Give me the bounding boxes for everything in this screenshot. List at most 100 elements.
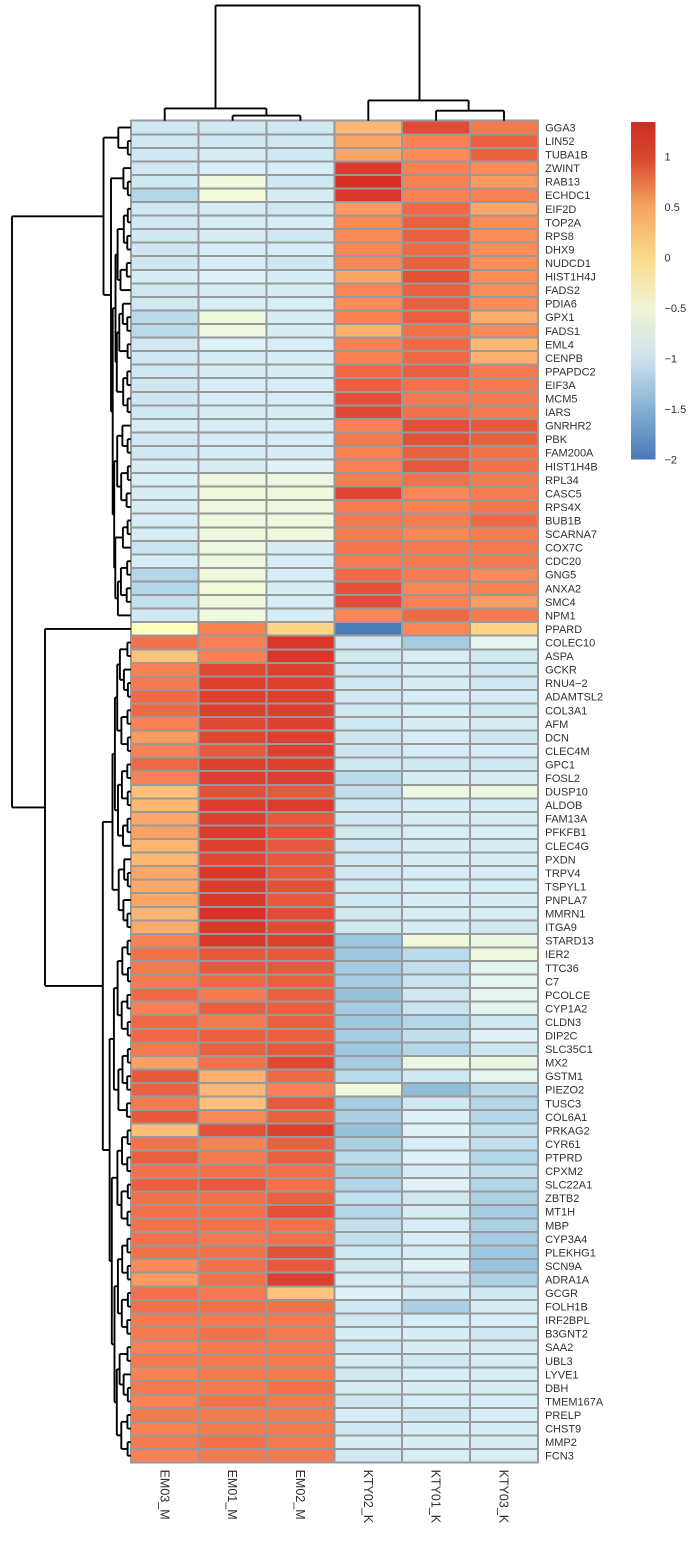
svg-text:ECHDC1: ECHDC1 (545, 190, 590, 202)
svg-text:PXDN: PXDN (545, 854, 576, 866)
svg-text:ANXA2: ANXA2 (545, 583, 581, 595)
svg-text:FOLH1B: FOLH1B (545, 1302, 588, 1314)
svg-text:−0.5: −0.5 (665, 303, 687, 315)
svg-text:GCKR: GCKR (545, 665, 577, 677)
svg-text:FAM13A: FAM13A (545, 814, 588, 826)
svg-text:STARD13: STARD13 (545, 936, 594, 948)
svg-text:EM01_M: EM01_M (225, 1470, 239, 1520)
svg-text:HIST1H4J: HIST1H4J (545, 272, 596, 284)
svg-text:FAM200A: FAM200A (545, 448, 594, 460)
svg-text:GNRHR2: GNRHR2 (545, 421, 591, 433)
svg-text:DUSP10: DUSP10 (545, 787, 588, 799)
svg-text:RAB13: RAB13 (545, 177, 580, 189)
svg-text:FCN3: FCN3 (545, 1451, 574, 1463)
svg-text:PRELP: PRELP (545, 1410, 581, 1422)
svg-text:COLEC10: COLEC10 (545, 638, 595, 650)
svg-text:TUSC3: TUSC3 (545, 1098, 581, 1110)
svg-text:DBH: DBH (545, 1383, 568, 1395)
svg-text:CLDN3: CLDN3 (545, 1017, 581, 1029)
svg-text:CYP1A2: CYP1A2 (545, 1003, 587, 1015)
svg-text:SAA2: SAA2 (545, 1342, 573, 1354)
svg-text:PTPRD: PTPRD (545, 1153, 582, 1165)
svg-text:ALDOB: ALDOB (545, 800, 582, 812)
svg-text:MT1H: MT1H (545, 1207, 575, 1219)
svg-text:IER2: IER2 (545, 949, 569, 961)
svg-text:MBP: MBP (545, 1220, 569, 1232)
svg-text:PIEZO2: PIEZO2 (545, 1085, 584, 1097)
svg-text:PBK: PBK (545, 434, 568, 446)
svg-text:GPX1: GPX1 (545, 312, 574, 324)
svg-text:LIN52: LIN52 (545, 136, 574, 148)
svg-text:AFM: AFM (545, 719, 568, 731)
svg-text:DCN: DCN (545, 732, 569, 744)
svg-text:FOSL2: FOSL2 (545, 773, 580, 785)
svg-text:KTY02_K: KTY02_K (361, 1470, 375, 1524)
svg-text:ASPA: ASPA (545, 651, 574, 663)
svg-text:COL3A1: COL3A1 (545, 705, 587, 717)
svg-text:TSPYL1: TSPYL1 (545, 881, 586, 893)
svg-text:GPC1: GPC1 (545, 760, 575, 772)
svg-text:GNG5: GNG5 (545, 570, 576, 582)
svg-text:RPS8: RPS8 (545, 231, 574, 243)
svg-text:RNU4−2: RNU4−2 (545, 678, 588, 690)
svg-text:B3GNT2: B3GNT2 (545, 1329, 588, 1341)
svg-text:MMRN1: MMRN1 (545, 909, 585, 921)
svg-text:CLEC4M: CLEC4M (545, 746, 590, 758)
svg-text:EM03_M: EM03_M (157, 1470, 171, 1520)
svg-text:RPS4X: RPS4X (545, 502, 582, 514)
svg-text:TUBA1B: TUBA1B (545, 150, 588, 162)
svg-text:PLEKHG1: PLEKHG1 (545, 1247, 596, 1259)
svg-text:GSTM1: GSTM1 (545, 1071, 583, 1083)
svg-text:TRPV4: TRPV4 (545, 868, 580, 880)
svg-text:MCM5: MCM5 (545, 394, 577, 406)
svg-text:COX7C: COX7C (545, 543, 583, 555)
svg-text:MX2: MX2 (545, 1058, 568, 1070)
svg-text:HIST1H4B: HIST1H4B (545, 461, 598, 473)
svg-text:CLEC4G: CLEC4G (545, 841, 589, 853)
svg-text:ZWINT: ZWINT (545, 163, 580, 175)
svg-text:PFKFB1: PFKFB1 (545, 827, 587, 839)
svg-text:1: 1 (665, 152, 671, 164)
svg-text:SLC22A1: SLC22A1 (545, 1180, 592, 1192)
svg-text:EM02_M: EM02_M (293, 1470, 307, 1520)
svg-text:UBL3: UBL3 (545, 1356, 573, 1368)
svg-text:ADRA1A: ADRA1A (545, 1275, 590, 1287)
svg-text:EIF2D: EIF2D (545, 204, 576, 216)
svg-text:LYVE1: LYVE1 (545, 1369, 578, 1381)
svg-text:ITGA9: ITGA9 (545, 922, 577, 934)
svg-text:TMEM167A: TMEM167A (545, 1397, 604, 1409)
svg-text:TTC36: TTC36 (545, 963, 579, 975)
svg-text:SCARNA7: SCARNA7 (545, 529, 597, 541)
svg-text:FADS2: FADS2 (545, 285, 580, 297)
svg-text:PNPLA7: PNPLA7 (545, 895, 587, 907)
svg-text:ZBTB2: ZBTB2 (545, 1193, 579, 1205)
svg-text:CPXM2: CPXM2 (545, 1166, 583, 1178)
svg-text:CYP3A4: CYP3A4 (545, 1234, 587, 1246)
svg-text:DHX9: DHX9 (545, 245, 574, 257)
svg-text:0: 0 (665, 253, 671, 265)
svg-text:NUDCD1: NUDCD1 (545, 258, 591, 270)
svg-text:CENPB: CENPB (545, 353, 583, 365)
svg-text:EML4: EML4 (545, 339, 574, 351)
svg-text:FADS1: FADS1 (545, 326, 580, 338)
svg-text:C7: C7 (545, 976, 559, 988)
svg-text:PPAPDC2: PPAPDC2 (545, 366, 596, 378)
svg-text:GGA3: GGA3 (545, 123, 576, 135)
svg-text:NPM1: NPM1 (545, 610, 576, 622)
svg-text:CYR61: CYR61 (545, 1139, 580, 1151)
svg-text:PCOLCE: PCOLCE (545, 990, 590, 1002)
svg-text:GCGR: GCGR (545, 1288, 578, 1300)
svg-text:0.5: 0.5 (665, 202, 680, 214)
svg-text:RPL34: RPL34 (545, 475, 579, 487)
svg-text:BUB1B: BUB1B (545, 516, 581, 528)
svg-text:COL6A1: COL6A1 (545, 1112, 587, 1124)
svg-text:IRF2BPL: IRF2BPL (545, 1315, 590, 1327)
svg-text:TOP2A: TOP2A (545, 217, 582, 229)
svg-text:SCN9A: SCN9A (545, 1261, 582, 1273)
svg-text:−1: −1 (665, 354, 678, 366)
svg-text:DIP2C: DIP2C (545, 1031, 577, 1043)
svg-text:EIF3A: EIF3A (545, 380, 576, 392)
svg-text:CASC5: CASC5 (545, 488, 582, 500)
svg-text:CHST9: CHST9 (545, 1424, 581, 1436)
svg-text:PRKAG2: PRKAG2 (545, 1125, 590, 1137)
